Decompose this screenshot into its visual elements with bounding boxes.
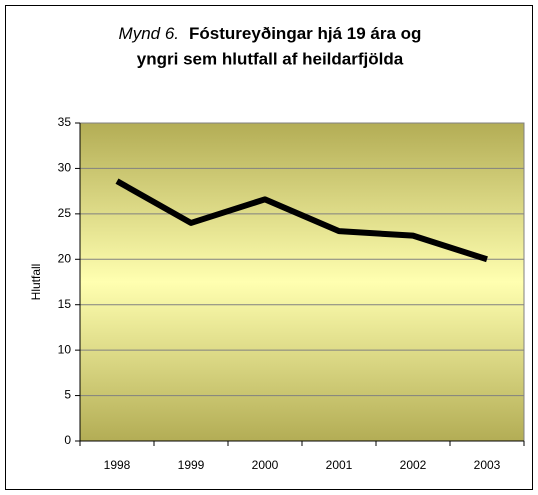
y-tick-label: 30 [58,161,72,175]
chart-title: Mynd 6. Fóstureyðingar hjá 19 ára og [119,24,422,43]
y-tick-label: 20 [58,251,72,265]
x-tick-label: 2001 [326,458,353,472]
data-line [115,178,488,263]
x-tick-label: 1999 [178,458,205,472]
y-tick-label: 5 [64,388,71,402]
title-label: Mynd 6. [119,24,179,43]
title-line: Fóstureyðingar hjá 19 ára og [189,24,421,43]
title-line: yngri sem hlutfall af heildarfjölda [137,49,404,68]
y-tick-label: 25 [58,206,72,220]
x-tick-label: 2000 [252,458,279,472]
y-tick-label: 0 [64,433,71,447]
plot-area [79,122,525,442]
x-tick-label: 2002 [400,458,427,472]
x-tick-label: 1998 [104,458,131,472]
y-tick-label: 10 [58,342,72,356]
y-tick-label: 15 [58,297,72,311]
y-axis-label: Hlutfall [29,264,43,301]
x-tick-label: 2003 [474,458,501,472]
y-tick-label: 35 [58,115,72,129]
